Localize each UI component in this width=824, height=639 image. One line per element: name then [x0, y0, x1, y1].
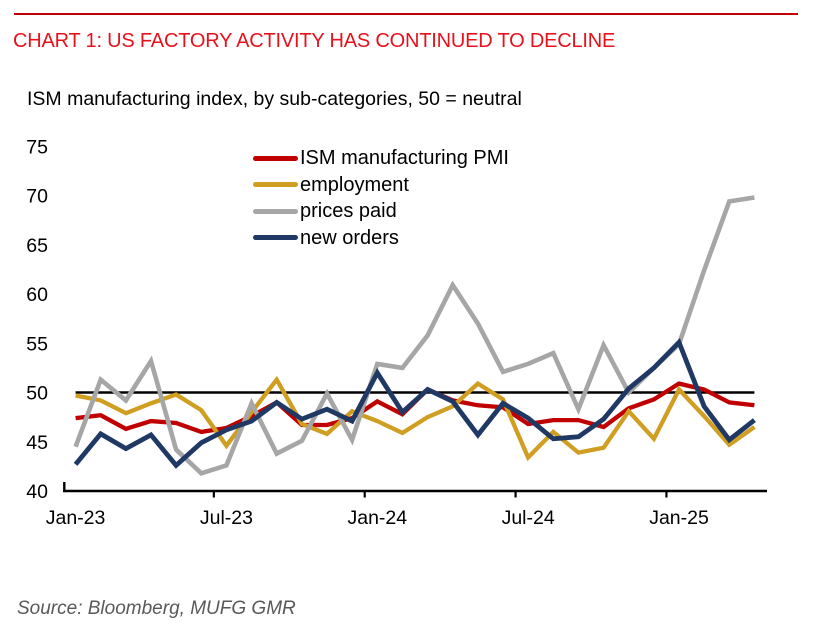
svg-text:60: 60	[26, 284, 48, 306]
svg-text:Jan-25: Jan-25	[649, 507, 709, 529]
legend-label: employment	[300, 173, 409, 196]
svg-text:Jan-24: Jan-24	[347, 507, 407, 529]
svg-text:Jul-23: Jul-23	[200, 507, 253, 529]
chart-subtitle: ISM manufacturing index, by sub-categori…	[27, 88, 522, 110]
svg-text:Jan-23: Jan-23	[46, 507, 106, 529]
svg-text:65: 65	[26, 235, 48, 257]
legend-item-employment: employment	[253, 172, 509, 199]
header-rule	[14, 13, 798, 15]
chart-legend: ISM manufacturing PMI employment prices …	[253, 145, 509, 251]
prices-paid-line-swatch	[253, 208, 298, 214]
legend-label: ISM manufacturing PMI	[300, 147, 509, 170]
svg-text:55: 55	[26, 333, 48, 355]
pmi-line-swatch	[253, 155, 298, 161]
svg-text:75: 75	[26, 136, 48, 158]
legend-label: new orders	[300, 226, 399, 249]
legend-item-prices-paid: prices paid	[253, 198, 509, 225]
page-title: CHART 1: US FACTORY ACTIVITY HAS CONTINU…	[13, 30, 616, 52]
legend-item-ism-pmi: ISM manufacturing PMI	[253, 145, 509, 172]
svg-text:70: 70	[26, 186, 48, 208]
source-note: Source: Bloomberg, MUFG GMR	[17, 598, 296, 619]
svg-text:50: 50	[26, 383, 48, 405]
employment-line-swatch	[253, 182, 298, 188]
svg-text:45: 45	[26, 432, 48, 454]
svg-text:Jul-24: Jul-24	[502, 507, 555, 529]
legend-label: prices paid	[300, 200, 397, 223]
legend-item-new-orders: new orders	[253, 225, 509, 252]
svg-text:40: 40	[26, 481, 48, 503]
new-orders-line-swatch	[253, 235, 298, 241]
